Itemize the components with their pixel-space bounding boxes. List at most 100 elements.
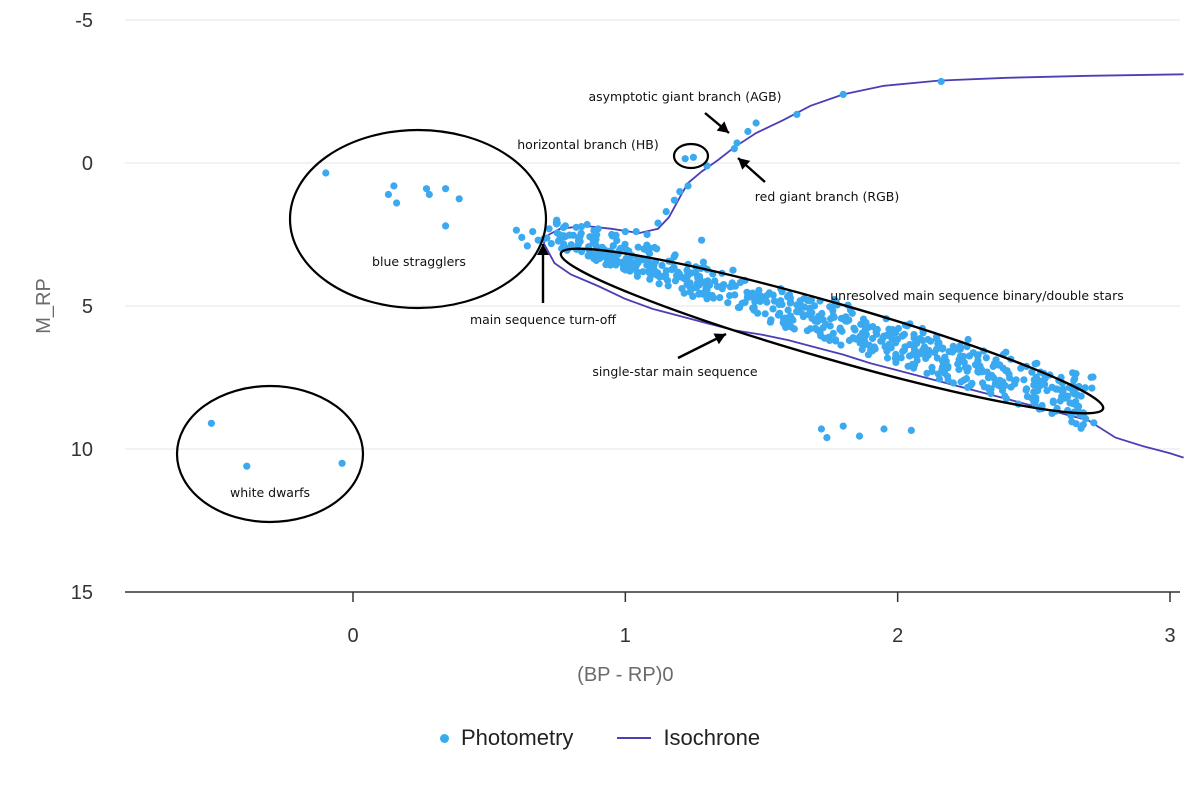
photometry-point: [684, 182, 692, 190]
legend-item-photometry[interactable]: Photometry: [439, 725, 573, 751]
photometry-point: [609, 242, 617, 250]
photometry-point: [1066, 399, 1074, 407]
photometry-point: [609, 254, 617, 262]
photometry-point: [899, 347, 907, 355]
photometry-point: [1069, 387, 1077, 396]
photometry-point: [646, 275, 654, 283]
photometry-point: [613, 236, 621, 245]
y-tick-label: 5: [82, 296, 93, 318]
photometry-point: [784, 314, 792, 322]
photometry-point: [686, 283, 694, 291]
photometry-point: [534, 236, 542, 244]
legend: Photometry Isochrone: [0, 725, 1200, 751]
photometry-point: [839, 422, 847, 430]
photometry-point: [968, 379, 976, 387]
binaries-label: unresolved main sequence binary/double s…: [830, 288, 1123, 303]
photometry-point: [908, 360, 916, 369]
photometry-point: [763, 298, 771, 306]
photometry-point: [1080, 413, 1088, 421]
photometry-point: [755, 286, 763, 294]
photometry-point: [608, 232, 617, 240]
photometry-point: [827, 315, 835, 323]
photometry-point: [879, 334, 887, 342]
photometry-point: [762, 292, 771, 300]
photometry-point: [868, 334, 877, 343]
legend-item-isochrone[interactable]: Isochrone: [617, 725, 760, 751]
photometry-point: [1002, 348, 1010, 356]
photometry-point: [855, 432, 864, 440]
photometry-point: [243, 462, 251, 470]
photometry-point: [883, 354, 892, 362]
photometry-point: [741, 298, 749, 306]
photometry-point: [632, 228, 640, 236]
turnoff-label: main sequence turn-off: [470, 312, 616, 327]
photometry-point: [1081, 384, 1089, 392]
photometry-point: [767, 316, 775, 324]
photometry-point: [689, 153, 698, 161]
hb-label: horizontal branch (HB): [517, 137, 658, 152]
photometry-point: [949, 379, 957, 387]
single-ms-label: single-star main sequence: [592, 364, 757, 379]
photometry-point: [671, 277, 680, 285]
y-tick-label: 15: [71, 582, 93, 604]
photometry-point: [910, 331, 918, 339]
photometry-point: [560, 232, 568, 240]
photometry-point: [583, 220, 591, 229]
photometry-point: [883, 347, 891, 355]
photometry-point: [1072, 370, 1080, 378]
photometry-point: [931, 348, 939, 357]
photometry-point: [338, 459, 346, 467]
photometry-point: [529, 228, 537, 236]
photometry-point: [628, 263, 636, 271]
photometry-point: [1056, 397, 1064, 405]
photometry-point: [670, 196, 679, 204]
photometry-point: [422, 185, 431, 193]
photometry-point: [1068, 418, 1076, 426]
photometry-point: [662, 267, 671, 275]
photometry-point: [640, 245, 648, 253]
photometry-point: [933, 354, 941, 362]
photometry-point: [724, 299, 732, 307]
photometry-point: [442, 222, 450, 230]
white-dwarfs-ellipse: [175, 384, 365, 524]
photometry-point: [1059, 388, 1067, 396]
rgb-label: red giant branch (RGB): [755, 189, 899, 204]
annotations: blue stragglers white dwarfs asymptotic …: [175, 89, 1124, 524]
photometry-point: [954, 360, 962, 368]
photometry-point: [664, 282, 672, 290]
photometry-point: [769, 291, 777, 299]
photometry-point: [871, 345, 879, 353]
photometry-point: [986, 386, 994, 394]
photometry-point: [906, 341, 914, 349]
photometry-point: [905, 352, 914, 360]
photometry-point: [959, 352, 968, 360]
photometry-point: [547, 240, 555, 248]
photometry-point: [567, 241, 575, 249]
photometry-point: [1043, 387, 1051, 395]
photometry-point: [803, 327, 812, 335]
photometry-point: [1033, 359, 1041, 367]
photometry-point: [775, 300, 783, 309]
photometry-point: [934, 340, 942, 348]
photometry-point: [823, 434, 831, 442]
photometry-point: [819, 324, 827, 332]
photometry-point: [880, 425, 888, 433]
photometry-point: [552, 218, 561, 226]
y-axis-title: M_RP: [33, 278, 55, 334]
photometry-point: [621, 228, 629, 236]
photometry-point: [838, 327, 846, 335]
photometry-point: [776, 309, 784, 317]
photometry-point: [442, 185, 450, 193]
x-tick-label: 2: [892, 625, 903, 647]
photometry-point: [662, 208, 670, 216]
photometry-point: [590, 253, 598, 261]
photometry-point: [743, 288, 751, 296]
legend-isochrone-label: Isochrone: [663, 725, 761, 750]
photometry-point: [1002, 395, 1011, 403]
photometry-point: [860, 341, 868, 349]
photometry-point: [983, 368, 991, 376]
x-axis-title: (BP - RP)0: [577, 664, 673, 686]
photometry-point: [705, 281, 714, 289]
photometry-point: [749, 289, 757, 297]
photometry-point: [898, 332, 907, 340]
